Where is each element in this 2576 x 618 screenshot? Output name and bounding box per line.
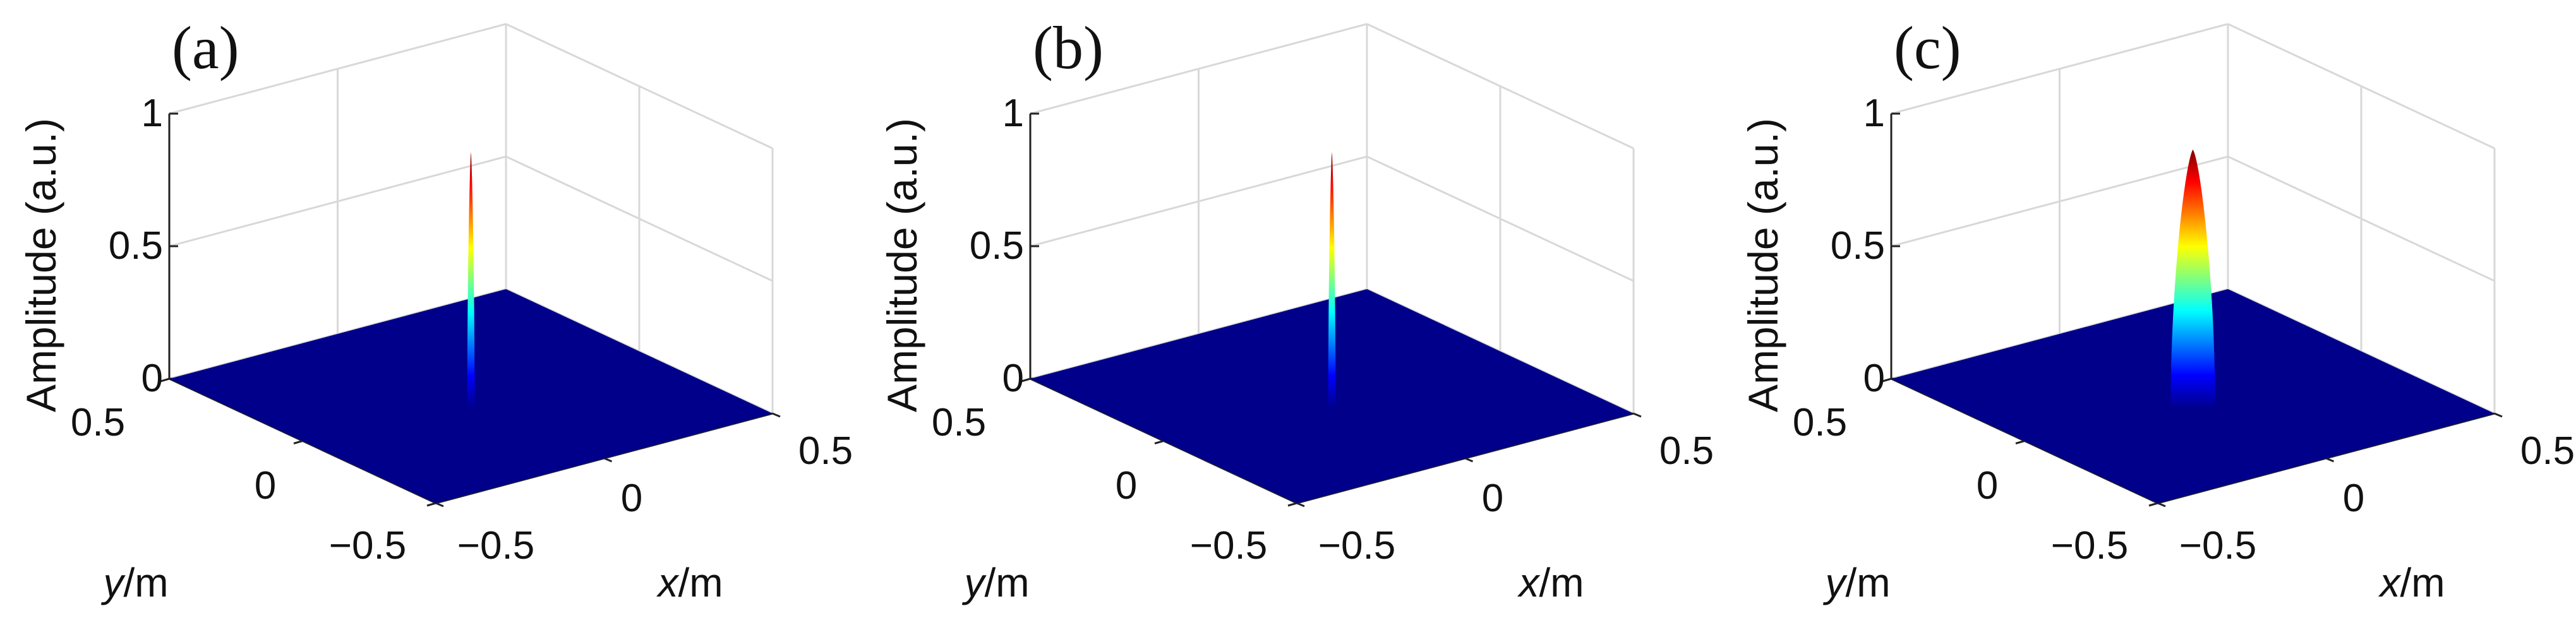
panel-b-y-tick-2: −0.5 <box>1190 524 1267 567</box>
x-axis-tick-0 <box>1296 502 1305 508</box>
panel-b-peak <box>1328 152 1336 408</box>
x-axis-tick-1 <box>2325 457 2335 463</box>
panel-c-z-tick-2: 1 <box>1863 92 1885 135</box>
panel-b-x-tick-0: −0.5 <box>1318 524 1395 567</box>
panel-a-z-tick-2: 1 <box>141 92 163 135</box>
x-axis-tick-2 <box>772 412 781 418</box>
y-axis-tick-2 <box>426 502 436 507</box>
panel-b-y-axis-label: y/m <box>961 560 1029 605</box>
y-axis-tick-1 <box>2015 440 2025 444</box>
y-axis-tick-0 <box>160 377 170 383</box>
panel-c-x-tick-1: 0 <box>2343 477 2364 520</box>
panel-a-x-tick-0: −0.5 <box>457 524 534 567</box>
panel-a-y-tick-1: 0 <box>255 464 276 508</box>
panel-a-z-tick-0: 0 <box>141 357 163 400</box>
panel-a: (a) 0 0.5 1 Amplitude (a.u.) 0.5 0 −0.5 … <box>18 14 853 605</box>
panel-c: (c) 0 0.5 1 Amplitude (a.u.) 0.5 0 −0.5 … <box>1740 14 2575 605</box>
y-axis-tick-1 <box>1154 440 1164 444</box>
panel-c-peak <box>2170 149 2215 408</box>
panel-c-y-tick-0: 0.5 <box>1793 401 1847 444</box>
panel-c-y-tick-2: −0.5 <box>2051 524 2128 567</box>
x-axis-tick-2 <box>2494 412 2503 418</box>
panel-b-z-tick-0: 0 <box>1002 357 1024 400</box>
panel-b-y-tick-0: 0.5 <box>932 401 986 444</box>
x-axis-tick-1 <box>603 457 613 463</box>
panel-a-y-tick-0: 0.5 <box>71 401 125 444</box>
y-axis-tick-2 <box>1287 502 1297 507</box>
x-axis-tick-1 <box>1464 457 1474 463</box>
panel-a-x-axis-label: x/m <box>656 560 723 605</box>
panel-b-z-label: Amplitude (a.u.) <box>879 118 925 412</box>
panel-c-z-label: Amplitude (a.u.) <box>1740 118 1786 412</box>
panel-c-x-axis-label: x/m <box>2378 560 2445 605</box>
panel-a-peak <box>467 152 475 408</box>
panel-c-label: (c) <box>1894 14 1961 81</box>
panel-c-x-tick-2: 0.5 <box>2520 429 2575 473</box>
panel-b: (b) 0 0.5 1 Amplitude (a.u.) 0.5 0 −0.5 … <box>879 14 1714 605</box>
panel-b-x-axis-label: x/m <box>1517 560 1584 605</box>
panel-a-y-tick-2: −0.5 <box>329 524 406 567</box>
panel-c-z-tick-1: 0.5 <box>1831 224 1885 268</box>
panel-a-z-label: Amplitude (a.u.) <box>18 118 64 412</box>
panel-a-x-tick-1: 0 <box>621 477 642 520</box>
y-axis-tick-0 <box>1882 377 1892 383</box>
panel-c-x-tick-0: −0.5 <box>2179 524 2256 567</box>
panel-a-label: (a) <box>172 14 239 81</box>
x-axis-tick-2 <box>1633 412 1642 418</box>
y-axis-tick-1 <box>293 440 303 444</box>
y-axis-tick-0 <box>1021 377 1031 383</box>
panel-b-y-tick-1: 0 <box>1116 464 1137 508</box>
panel-c-z-tick-0: 0 <box>1863 357 1885 400</box>
panel-c-y-axis-label: y/m <box>1822 560 1890 605</box>
panel-b-x-tick-2: 0.5 <box>1659 429 1714 473</box>
y-axis-tick-2 <box>2148 502 2158 507</box>
panel-a-z-tick-1: 0.5 <box>109 224 163 268</box>
panel-a-x-tick-2: 0.5 <box>798 429 853 473</box>
panel-a-y-axis-label: y/m <box>100 560 168 605</box>
x-axis-tick-0 <box>2157 502 2166 508</box>
panel-b-x-tick-1: 0 <box>1482 477 1503 520</box>
x-axis-tick-0 <box>435 502 444 508</box>
panel-b-z-tick-2: 1 <box>1002 92 1024 135</box>
panel-b-label: (b) <box>1033 14 1104 81</box>
panel-c-y-tick-1: 0 <box>1977 464 1998 508</box>
panel-b-z-tick-1: 0.5 <box>970 224 1024 268</box>
